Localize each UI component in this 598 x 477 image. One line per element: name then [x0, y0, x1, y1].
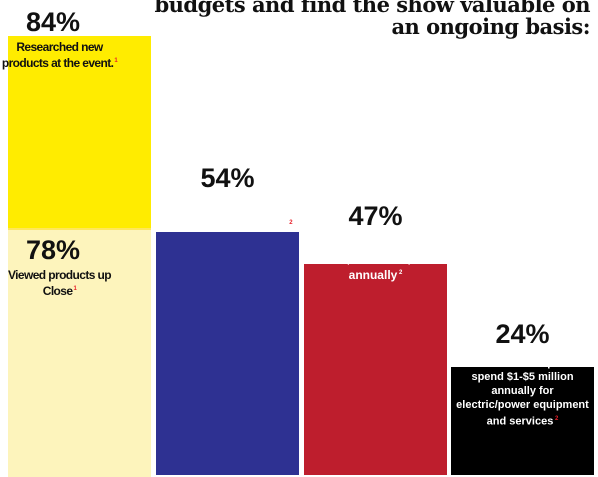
bar-caption: spend between $250,000 - $999,999 annual… [310, 238, 442, 282]
bar-caption: have been to Electric West more then onc… [162, 202, 294, 232]
caption-text: Viewed products up Close [8, 268, 112, 298]
caption-text: of attendee companies spend $1-$5 millio… [456, 357, 589, 428]
caption-text: have been to Electric West more then onc… [162, 202, 288, 232]
footnote-marker: 2 [397, 270, 403, 276]
chart-heading: budgets and find the show valuable on an… [120, 0, 590, 38]
bar-54pct [156, 232, 299, 475]
data-label: 24% [495, 319, 550, 349]
bar-84pct [8, 36, 151, 228]
bar-24pct [451, 367, 594, 475]
caption-text: spend between $250,000 - $999,999 annual… [320, 238, 431, 282]
bar-caption: Viewed products up Close 1 [0, 268, 120, 298]
footnote-marker: 2 [287, 220, 293, 226]
footnote-marker: 1 [113, 58, 118, 64]
data-label: 54% [200, 163, 255, 193]
bar-47pct [304, 264, 447, 475]
data-label: 78% [25, 235, 81, 265]
data-label: 47% [348, 201, 403, 231]
bar-caption: of attendee companies spend $1-$5 millio… [455, 356, 591, 429]
heading-line: an ongoing basis: [391, 14, 590, 39]
bar-78pct [8, 228, 151, 477]
caption-text: Researched new products at the event. [1, 40, 114, 70]
heading-line: budgets and find the show valuable on [154, 0, 590, 17]
footnote-marker: 2 [553, 416, 559, 422]
bar-caption: Researched new products at the event. 1 [0, 40, 120, 70]
footnote-marker: 1 [72, 286, 77, 292]
data-label: 84% [25, 7, 81, 37]
